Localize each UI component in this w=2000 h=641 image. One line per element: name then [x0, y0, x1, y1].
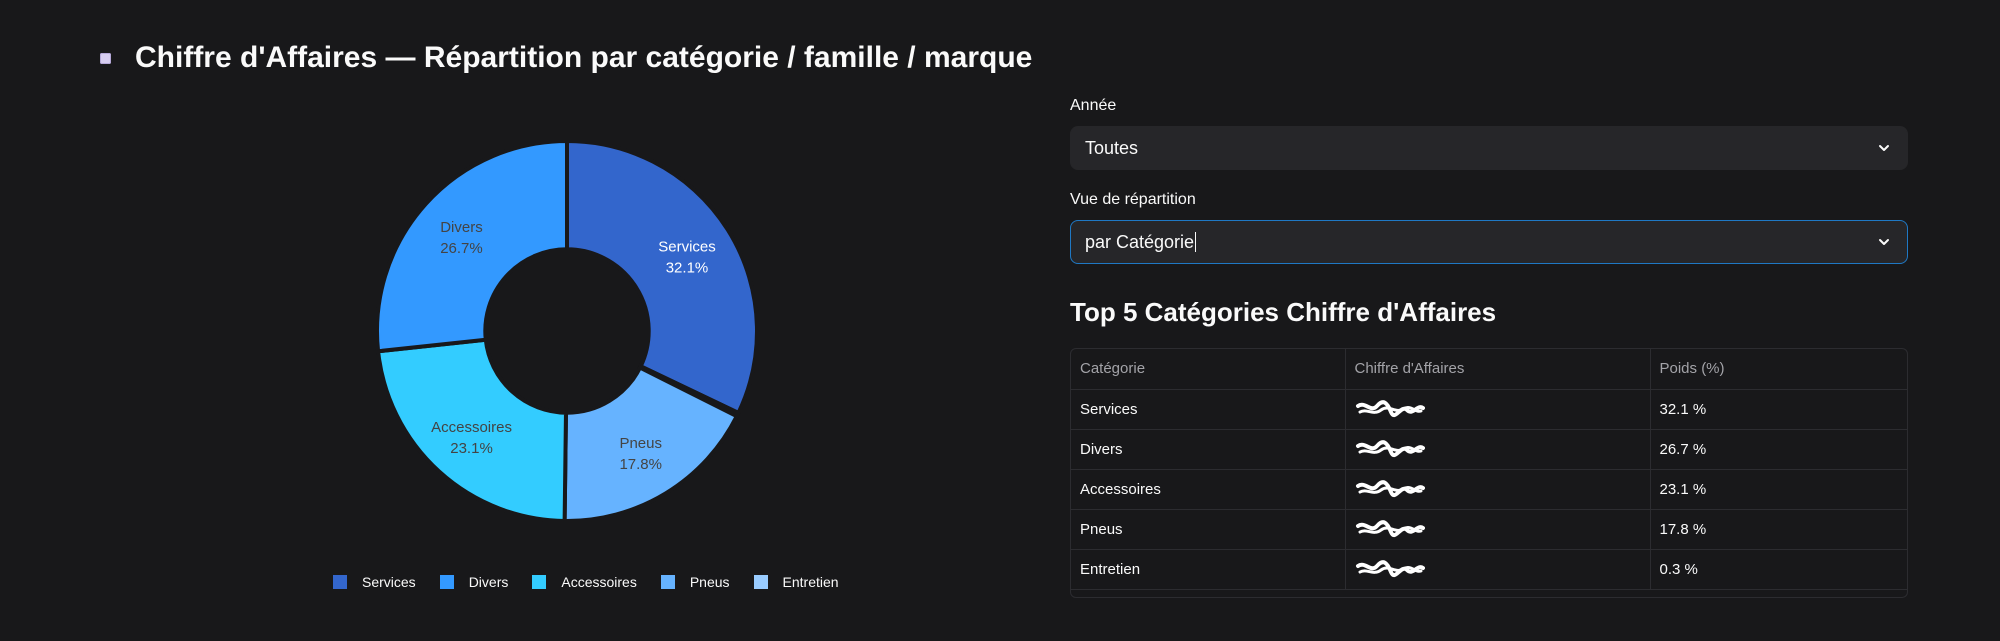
slice-percent-label: 32.1% [666, 259, 709, 276]
revenue-cell: [masqué] [1345, 429, 1651, 470]
legend-label: Accessoires [561, 574, 637, 590]
legend-swatch [753, 575, 768, 589]
table-row[interactable]: Services[masqué]32.1 % [1071, 389, 1907, 430]
legend-item[interactable]: Services [333, 574, 416, 590]
redacted-value-scribble [1355, 480, 1425, 498]
legend-item[interactable]: Divers [439, 574, 509, 590]
legend-label: Pneus [689, 574, 730, 590]
view-select-value: par Catégorie [1085, 231, 1195, 252]
slice-label: Accessoires [431, 419, 512, 436]
weight-cell: 23.1 % [1650, 469, 1907, 510]
text-cursor [1195, 232, 1197, 252]
legend-swatch [333, 575, 347, 589]
pie-slice[interactable] [562, 364, 740, 523]
year-label: Année [1070, 97, 1117, 114]
revenue-cell: [masqué] [1345, 389, 1651, 430]
category-cell: Accessoires [1071, 469, 1346, 510]
legend-item[interactable]: Accessoires [532, 574, 637, 590]
table-row[interactable]: Entretien[masqué]0.3 % [1071, 549, 1907, 590]
top5-title: Top 5 Catégories Chiffre d'Affaires [1070, 297, 1497, 327]
table-row[interactable]: Divers[masqué]26.7 % [1071, 429, 1907, 470]
top5-table: Catégorie Chiffre d'Affaires Poids (%) S… [1070, 348, 1908, 598]
column-header-weight[interactable]: Poids (%) [1650, 349, 1907, 390]
donut-chart-svg: Services 32.1% Pneus 17.8% Accessoires 23.1% D… [375, 138, 759, 524]
legend-label: Divers [468, 574, 509, 590]
column-header-category[interactable]: Catégorie [1071, 349, 1346, 390]
legend-swatch [439, 575, 454, 589]
slice-percent-label: 17.8% [619, 456, 662, 473]
page-header: Chiffre d'Affaires — Répartition par cat… [100, 36, 1032, 80]
weight-cell: 32.1 % [1650, 389, 1907, 430]
slice-label: Divers [440, 219, 483, 236]
legend-item[interactable]: Entretien [753, 574, 839, 590]
view-select[interactable]: par Catégorie [1070, 220, 1908, 264]
page-title: Chiffre d'Affaires — Répartition par cat… [135, 41, 1033, 74]
donut-chart: Services 32.1% Pneus 17.8% Accessoires 23.1% D… [300, 120, 840, 540]
category-cell: Pneus [1071, 509, 1346, 550]
column-header-revenue[interactable]: Chiffre d'Affaires [1345, 349, 1651, 390]
weight-cell: 26.7 % [1650, 429, 1907, 470]
legend-label: Services [362, 574, 416, 590]
pie-slice[interactable] [565, 138, 759, 416]
revenue-cell: [masqué] [1345, 549, 1651, 590]
chevron-down-icon [1879, 145, 1889, 151]
table-row[interactable]: Accessoires[masqué]23.1 % [1071, 469, 1907, 510]
redacted-value-scribble [1355, 400, 1425, 418]
chart-legend: Services Divers Accessoires Pneus Entretien [333, 574, 863, 590]
table-row[interactable]: Pneus[masqué]17.8 % [1071, 509, 1907, 550]
category-cell: Divers [1071, 429, 1346, 470]
revenue-cell: [masqué] [1345, 509, 1651, 550]
redacted-value-scribble [1355, 560, 1425, 578]
legend-swatch [532, 575, 547, 589]
slice-percent-label: 26.7% [440, 240, 483, 257]
category-cell: Services [1071, 389, 1346, 430]
slice-label: Services [658, 238, 716, 255]
legend-item[interactable]: Pneus [660, 574, 730, 590]
legend-swatch [660, 575, 675, 589]
category-cell: Entretien [1071, 549, 1346, 590]
year-select[interactable]: Toutes [1070, 126, 1908, 170]
slice-label: Pneus [619, 435, 662, 452]
legend-label: Entretien [782, 574, 839, 590]
table-header-row: Catégorie Chiffre d'Affaires Poids (%) [1071, 349, 1907, 390]
redacted-value-scribble [1355, 440, 1425, 458]
year-select-value: Toutes [1085, 137, 1139, 158]
weight-cell: 0.3 % [1650, 549, 1907, 590]
pie-slice[interactable] [375, 138, 569, 354]
pie-slice[interactable] [375, 337, 568, 524]
slice-percent-label: 23.1% [450, 440, 493, 457]
revenue-cell: [masqué] [1345, 469, 1651, 510]
view-label: Vue de répartition [1070, 191, 1196, 208]
chevron-down-icon [1879, 239, 1889, 245]
redacted-value-scribble [1355, 520, 1425, 538]
weight-cell: 17.8 % [1650, 509, 1907, 550]
square-bullet-icon [100, 52, 111, 64]
filters-panel: Année Toutes Vue de répartition par Caté… [1070, 96, 1910, 598]
